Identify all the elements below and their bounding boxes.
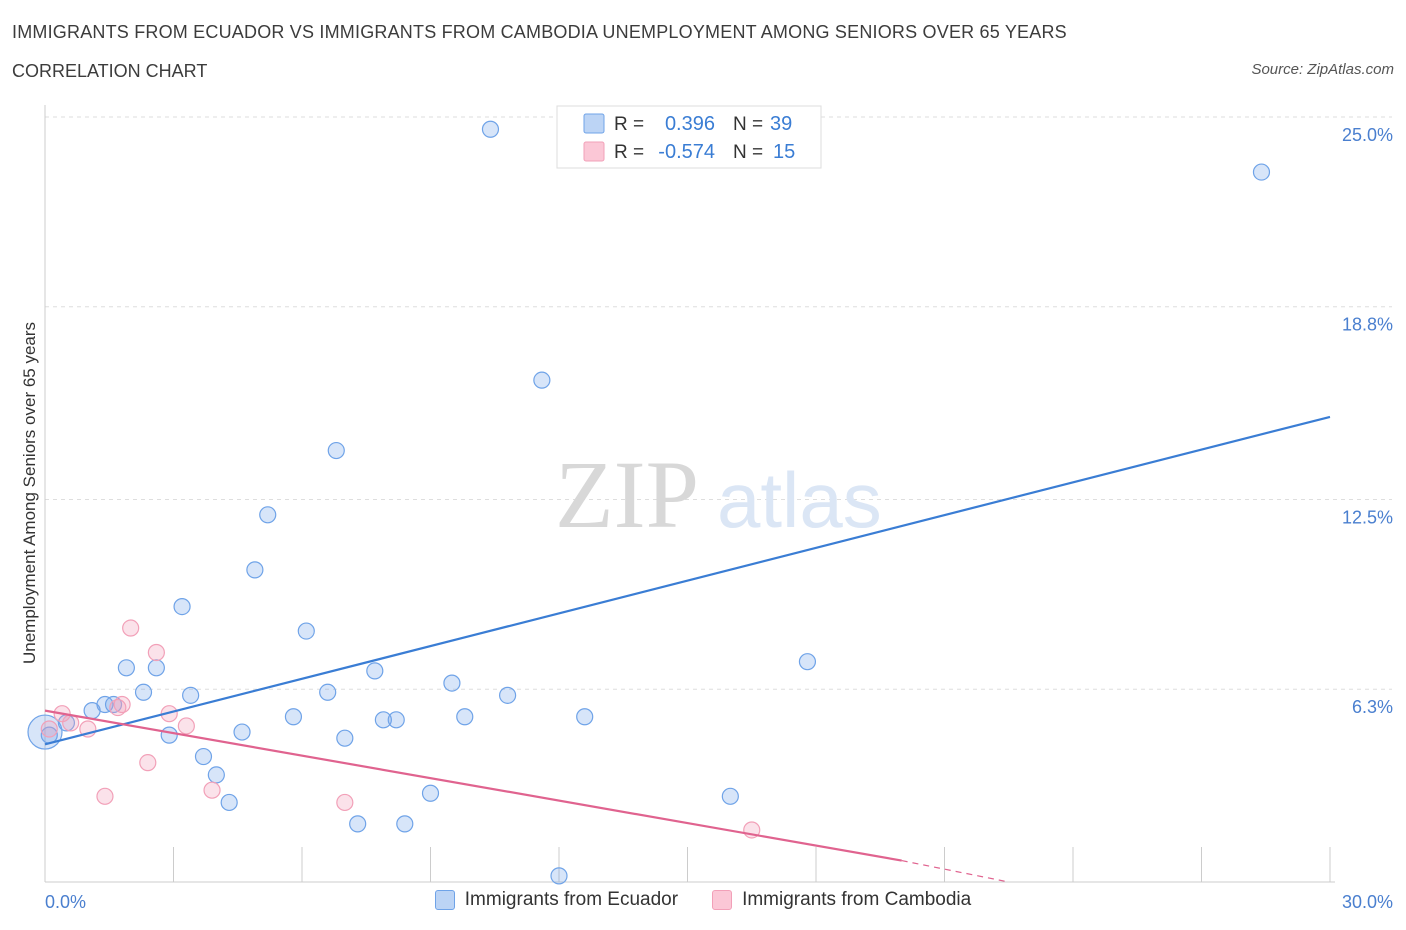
legend-n-value-ecuador: 39: [770, 113, 792, 135]
chart-title: IMMIGRANTS FROM ECUADOR VS IMMIGRANTS FR…: [12, 22, 1067, 42]
ecuador-point-29: [456, 708, 474, 726]
source-credit: Source: ZipAtlas.com: [1251, 61, 1394, 78]
y-tick-label-0: 6.3%: [1352, 697, 1393, 717]
legend-n-label-ecuador: N =: [733, 114, 763, 135]
cambodia-point-3: [96, 787, 114, 805]
watermark: ZIP atlas: [555, 441, 882, 548]
cambodia-point-1: [62, 714, 80, 732]
ecuador-point-7: [147, 659, 165, 677]
ecuador-point-16: [259, 506, 277, 524]
y-tick-label-3: 25.0%: [1342, 125, 1393, 145]
cambodia-trend-extension: [901, 859, 1009, 883]
ecuador-point-28: [443, 674, 461, 692]
ecuador-point-27: [421, 784, 440, 802]
ecuador-trend-line: [44, 415, 1331, 746]
ecuador-point-17: [284, 708, 303, 726]
ecuador-point-26: [396, 815, 414, 833]
cambodia-point-10: [203, 781, 221, 799]
x-tick-labels: 0.0% 30.0%: [45, 892, 1393, 912]
ecuador-point-31: [499, 686, 517, 704]
ecuador-point-9: [173, 597, 191, 616]
legend-r-value-cambodia: -0.574: [658, 141, 715, 163]
data-points: [27, 120, 1271, 885]
legend-label-ecuador: Immigrants from Ecuador: [464, 889, 679, 910]
legend-r-value-ecuador: 0.396: [665, 113, 715, 135]
watermark-atlas: atlas: [717, 456, 882, 544]
gridlines: [45, 116, 1392, 690]
cambodia-point-11: [336, 793, 354, 812]
chart-subtitle: CORRELATION CHART: [12, 61, 208, 81]
ecuador-point-20: [327, 441, 345, 460]
legend-r-label-cambodia: R =: [614, 142, 644, 163]
ecuador-point-25: [387, 711, 405, 729]
legend-n-label-cambodia: N =: [733, 142, 763, 163]
ecuador-point-22: [349, 815, 367, 833]
ecuador-point-6: [134, 683, 153, 701]
ecuador-point-37: [1252, 163, 1271, 181]
ecuador-point-38: [27, 714, 63, 750]
legend-item-cambodia: Immigrants from Cambodia: [712, 889, 971, 911]
legend-swatch-ecuador-bottom: [434, 890, 455, 910]
watermark-zip: ZIP: [555, 441, 699, 548]
cambodia-point-6: [139, 754, 157, 772]
cambodia-point-13: [40, 720, 58, 738]
legend-label-cambodia: Immigrants from Cambodia: [742, 889, 972, 910]
legend-swatch-ecuador: [583, 113, 605, 134]
ecuador-point-18: [297, 622, 315, 640]
cambodia-point-5: [122, 619, 140, 637]
y-tick-label-1: 12.5%: [1342, 508, 1393, 528]
legend-n-value-cambodia: 15: [773, 141, 795, 163]
ecuador-point-10: [182, 686, 200, 704]
ecuador-point-23: [366, 662, 384, 680]
ecuador-point-12: [207, 766, 225, 784]
cambodia-trend-line: [44, 709, 902, 862]
legend-swatch-cambodia: [583, 141, 605, 162]
ecuador-point-11: [194, 747, 213, 766]
ecuador-point-15: [246, 561, 264, 579]
ecuador-point-35: [721, 787, 739, 805]
series-legend: Immigrants from Ecuador Immigrants from …: [0, 889, 1406, 911]
axes: [44, 105, 1335, 883]
y-tick-labels: 6.3% 12.5% 18.8% 25.0%: [1342, 125, 1393, 717]
stats-legend: R = 0.396 N = 39 R = -0.574 N = 15: [556, 105, 822, 169]
ecuador-point-13: [220, 793, 238, 812]
ecuador-point-8: [160, 726, 178, 744]
ecuador-point-36: [798, 653, 817, 671]
x-tick-label-0: 0.0%: [45, 892, 86, 912]
cambodia-point-14: [109, 698, 127, 717]
ecuador-point-34: [576, 708, 594, 726]
trend-lines: [44, 415, 1331, 883]
y-tick-label-2: 18.8%: [1342, 315, 1393, 335]
ecuador-point-5: [117, 659, 135, 677]
ecuador-point-14: [233, 723, 251, 741]
legend-item-ecuador: Immigrants from Ecuador: [434, 889, 679, 911]
ecuador-point-24: [374, 711, 392, 729]
legend-r-label-ecuador: R =: [614, 114, 644, 135]
x-tick-label-1: 30.0%: [1342, 892, 1393, 912]
ecuador-point-30: [481, 120, 500, 138]
ecuador-point-19: [319, 683, 337, 701]
ecuador-point-32: [533, 371, 551, 389]
legend-swatch-cambodia-bottom: [712, 890, 733, 910]
cambodia-point-9: [177, 717, 195, 735]
y-axis-label: Unemployment Among Seniors over 65 years: [20, 322, 39, 664]
ecuador-point-33: [550, 867, 568, 885]
ecuador-point-21: [336, 729, 354, 747]
cambodia-point-7: [147, 643, 165, 662]
